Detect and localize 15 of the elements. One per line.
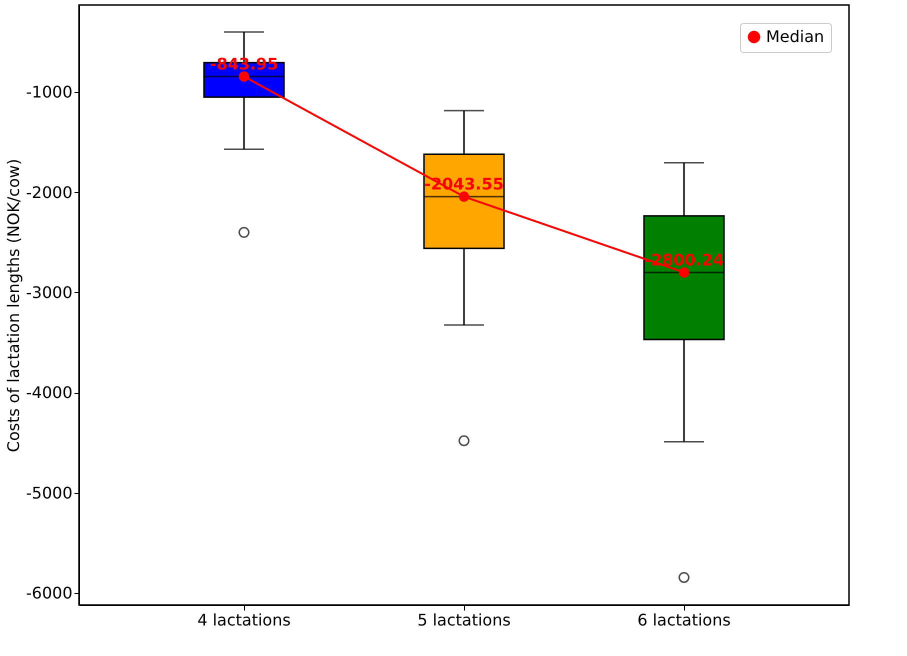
y-tick-label: -5000 (26, 483, 72, 502)
x-tick-label: 4 lactations (197, 610, 291, 630)
point (678, 267, 690, 278)
y-axis-title: Costs of lactation lengths (NOK/cow) (4, 158, 24, 452)
legend-label: Median (766, 27, 824, 46)
y-tick-label: -3000 (26, 282, 72, 302)
y-tick-label: -4000 (26, 383, 72, 402)
point (458, 191, 470, 202)
y-tick-label: -2000 (26, 182, 72, 202)
point (238, 71, 250, 82)
x-tick-label: 6 lactations (637, 610, 731, 630)
y-tick-label: -1000 (26, 82, 72, 102)
data-label: -2800.24 (644, 250, 724, 270)
y-tick-label: -6000 (26, 583, 72, 602)
x-tick-label: 5 lactations (417, 610, 511, 630)
